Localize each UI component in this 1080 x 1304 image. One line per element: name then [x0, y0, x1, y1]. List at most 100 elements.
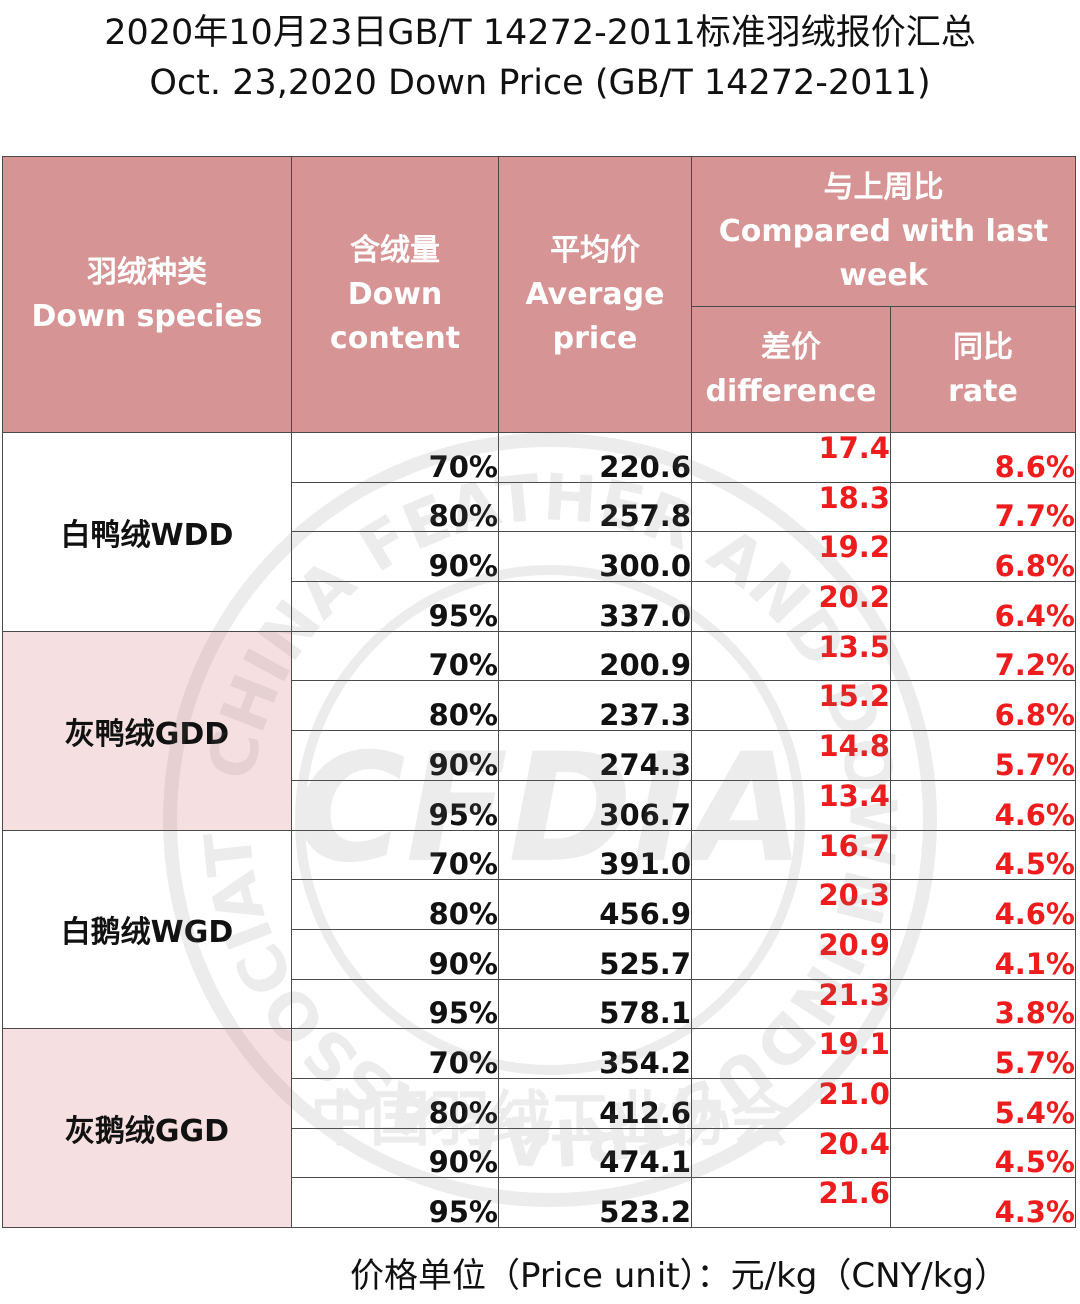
- difference-cell: 19.1: [691, 1028, 891, 1079]
- down-content-cell: 95%: [291, 1177, 499, 1228]
- table-row: 95% 523.2 21.6 4.3%: [3, 1177, 1076, 1228]
- rate-cell: 8.6%: [890, 432, 1076, 483]
- rate-cell: 4.6%: [890, 779, 1076, 831]
- difference-cell: 21.6: [691, 1177, 891, 1228]
- table-row: 95% 578.1 21.3 3.8%: [3, 978, 1076, 1030]
- price-unit-note: 价格单位（Price unit）：元/kg（CNY/kg）: [350, 1256, 1009, 1296]
- header-average-price: 平均价 Average price: [498, 156, 692, 433]
- down-content-cell: 80%: [291, 680, 499, 732]
- table-row: 90% 274.3 14.8 5.7%: [3, 730, 1076, 781]
- header-compared-en1: Compared with last: [718, 213, 1049, 249]
- header-compared-cn: 与上周比: [823, 169, 944, 205]
- header-rate-en: rate: [948, 373, 1018, 409]
- rate-cell: 7.2%: [890, 630, 1076, 682]
- average-price-cell: 220.6: [498, 432, 692, 483]
- rate-cell: 5.7%: [890, 730, 1076, 781]
- down-content-cell: 70%: [291, 829, 499, 881]
- table-row: 白鸭绒WDD 70% 220.6 17.4 8.6%: [2, 432, 1076, 632]
- down-content-cell: 90%: [291, 1127, 499, 1179]
- down-content-cell: 95%: [291, 978, 499, 1030]
- difference-cell: 21.0: [691, 1077, 891, 1129]
- header-average-price-cn: 平均价: [550, 232, 640, 268]
- header-compared-last-week: 与上周比 Compared with last week: [691, 156, 1076, 307]
- down-content-cell: 80%: [291, 1077, 499, 1129]
- down-content-cell: 70%: [291, 432, 499, 483]
- difference-cell: 20.9: [691, 928, 891, 980]
- table-row: 80% 257.8 18.3 7.7%: [3, 481, 1076, 533]
- header-down-species: 羽绒种类 Down species: [2, 156, 292, 433]
- average-price-cell: 306.7: [498, 779, 692, 831]
- average-price-cell: 300.0: [498, 531, 692, 583]
- header-difference-en: difference: [705, 373, 877, 409]
- average-price-cell: 391.0: [498, 829, 692, 881]
- down-content-cell: 95%: [291, 581, 499, 632]
- header-down-species-cn: 羽绒种类: [87, 254, 207, 290]
- average-price-cell: 456.9: [498, 879, 692, 930]
- species-cell: 灰鹅绒GGD: [2, 1028, 292, 1228]
- down-content-cell: 90%: [291, 730, 499, 781]
- header-down-content: 含绒量 Down content: [291, 156, 499, 433]
- table-row: 白鹅绒WGD 70% 391.0 16.7 4.5%: [2, 829, 1076, 1030]
- difference-cell: 13.4: [691, 779, 891, 831]
- difference-cell: 17.4: [691, 432, 891, 483]
- down-content-cell: 70%: [291, 1028, 499, 1079]
- species-cell: 灰鸭绒GDD: [2, 630, 292, 831]
- header-down-content-en1: Down: [347, 276, 443, 312]
- rate-cell: 4.1%: [890, 928, 1076, 980]
- header-difference: 差价 difference: [691, 306, 891, 433]
- header-average-price-en1: Average: [525, 276, 665, 312]
- average-price-cell: 257.8: [498, 481, 692, 533]
- down-content-cell: 90%: [291, 531, 499, 583]
- table-row: 95% 337.0 20.2 6.4%: [3, 581, 1076, 632]
- header-down-content-en2: content: [329, 320, 461, 356]
- species-cell: 白鹅绒WGD: [2, 829, 292, 1030]
- difference-cell: 20.4: [691, 1127, 891, 1179]
- header-rate: 同比 rate: [890, 306, 1076, 433]
- table-row: 灰鹅绒GGD 70% 354.2 19.1 5.7%: [2, 1028, 1076, 1228]
- table-row: 90% 300.0 19.2 6.8%: [3, 531, 1076, 583]
- rate-cell: 7.7%: [890, 481, 1076, 533]
- species-cell: 白鸭绒WDD: [2, 432, 292, 632]
- difference-cell: 16.7: [691, 829, 891, 881]
- average-price-cell: 525.7: [498, 928, 692, 980]
- average-price-cell: 237.3: [498, 680, 692, 732]
- title-chinese: 2020年10月23日GB/T 14272-2011标准羽绒报价汇总: [104, 13, 976, 53]
- header-compared-en2: week: [839, 257, 928, 293]
- rate-cell: 4.3%: [890, 1177, 1076, 1228]
- table-row: 80% 412.6 21.0 5.4%: [3, 1077, 1076, 1129]
- average-price-cell: 200.9: [498, 630, 692, 682]
- down-content-cell: 80%: [291, 481, 499, 533]
- rate-cell: 3.8%: [890, 978, 1076, 1030]
- average-price-cell: 412.6: [498, 1077, 692, 1129]
- average-price-cell: 578.1: [498, 978, 692, 1030]
- header-difference-cn: 差价: [761, 329, 821, 365]
- rate-cell: 4.6%: [890, 879, 1076, 930]
- down-content-cell: 80%: [291, 879, 499, 930]
- difference-cell: 13.5: [691, 630, 891, 682]
- rate-cell: 4.5%: [890, 829, 1076, 881]
- difference-cell: 15.2: [691, 680, 891, 732]
- difference-cell: 20.3: [691, 879, 891, 930]
- rate-cell: 4.5%: [890, 1127, 1076, 1179]
- difference-cell: 21.3: [691, 978, 891, 1030]
- table-row: 90% 525.7 20.9 4.1%: [3, 928, 1076, 980]
- rate-cell: 6.8%: [890, 531, 1076, 583]
- down-content-cell: 70%: [291, 630, 499, 682]
- header-down-species-en: Down species: [31, 298, 263, 334]
- down-price-table: 羽绒种类 Down species 含绒量 Down content 平均价 A…: [2, 156, 1076, 1228]
- title-english: Oct. 23,2020 Down Price (GB/T 14272-2011…: [149, 63, 931, 103]
- rate-cell: 5.7%: [890, 1028, 1076, 1079]
- rate-cell: 6.8%: [890, 680, 1076, 732]
- table-row: 95% 306.7 13.4 4.6%: [3, 779, 1076, 831]
- difference-cell: 18.3: [691, 481, 891, 533]
- difference-cell: 20.2: [691, 581, 891, 632]
- table-row: 灰鸭绒GDD 70% 200.9 13.5 7.2%: [2, 630, 1076, 831]
- rate-cell: 5.4%: [890, 1077, 1076, 1129]
- header-average-price-en2: price: [552, 320, 638, 356]
- rate-cell: 6.4%: [890, 581, 1076, 632]
- average-price-cell: 337.0: [498, 581, 692, 632]
- average-price-cell: 523.2: [498, 1177, 692, 1228]
- header-down-content-cn: 含绒量: [350, 232, 440, 268]
- difference-cell: 14.8: [691, 730, 891, 781]
- header-rate-cn: 同比: [953, 329, 1013, 365]
